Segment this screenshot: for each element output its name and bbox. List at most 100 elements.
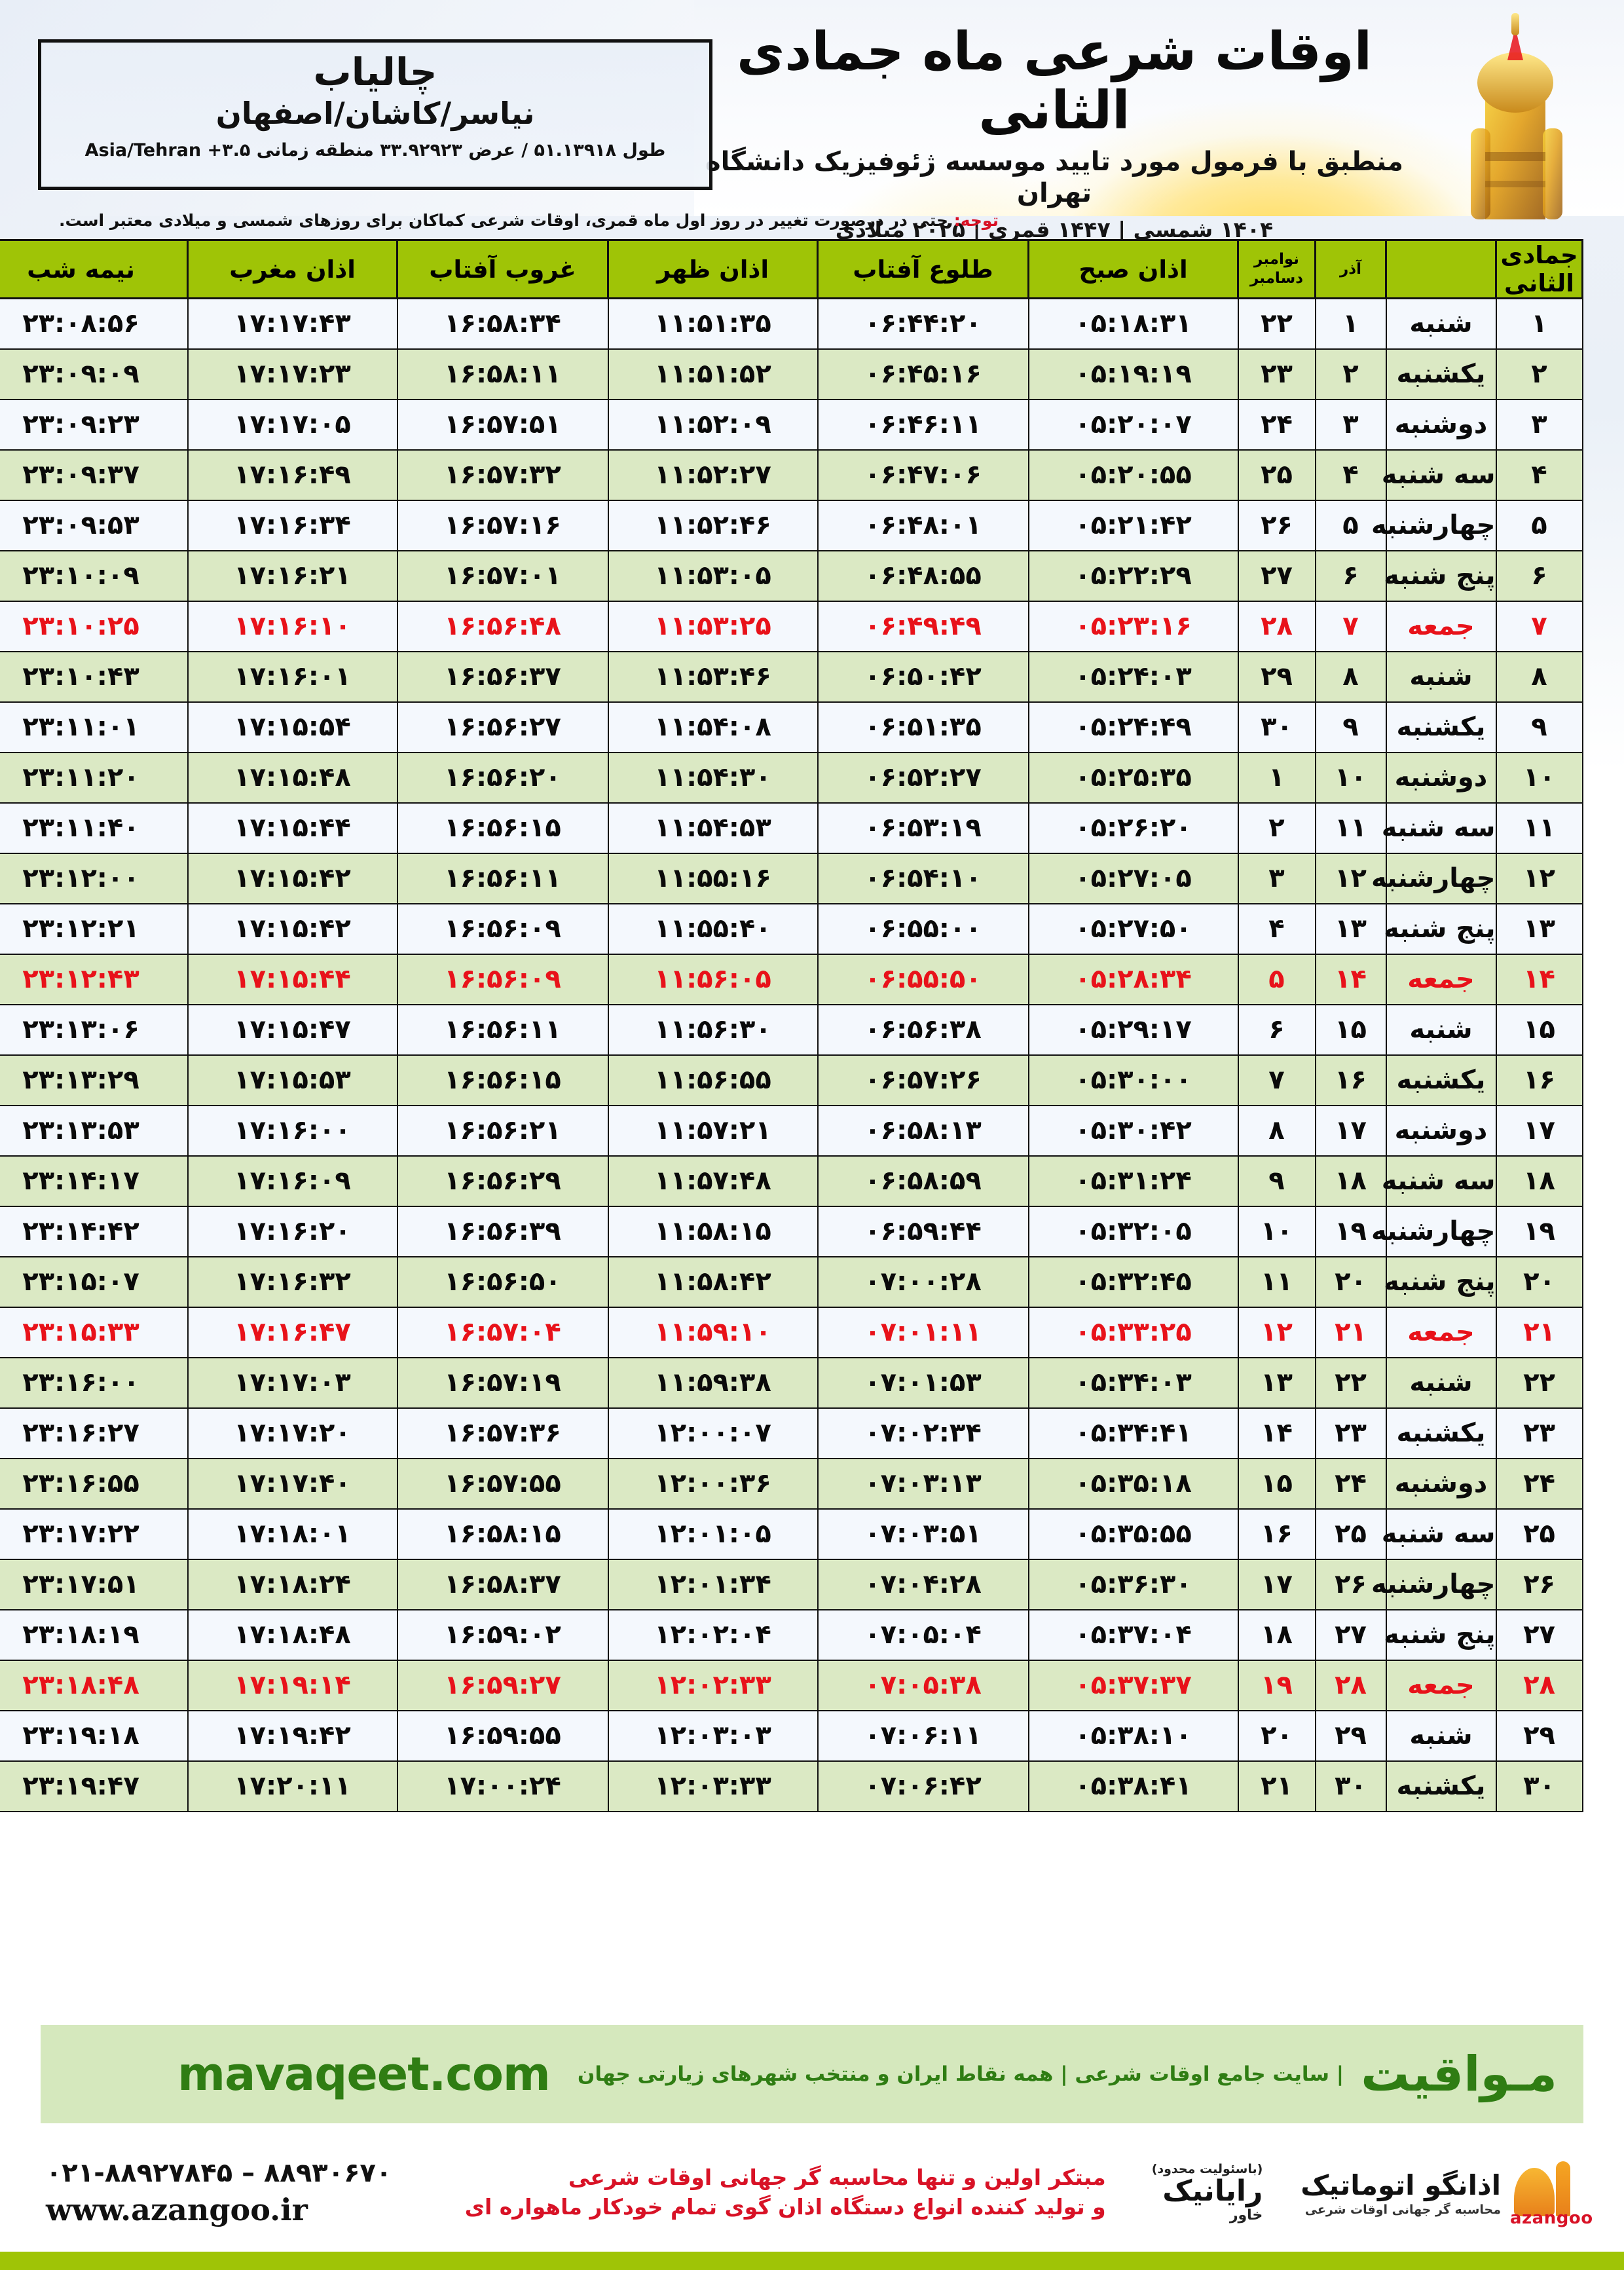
day-hijri: ۲۳ [1495,1407,1583,1459]
table-row: ۹ یکشنبه ۹ ۳۰ ۰۵:۲۴:۴۹ ۰۶:۵۱:۳۵ ۱۱:۵۴:۰۸ ۱۶:۵۶:… [0,701,1583,753]
table-row: ۲۰ پنج شنبه ۲۰ ۱۱ ۰۵:۳۲:۴۵ ۰۷:۰۰:۲۸ ۱۱:۵۸:۴۲ ۱۶… [0,1256,1583,1308]
day-gregorian: ۱۶ [1237,1508,1316,1560]
time-midnight: ۲۳:۱۳:۲۹ [0,1054,189,1106]
time-fajr: ۰۵:۳۳:۲۵ [1027,1306,1239,1358]
header-azar-label: آذر [1340,260,1361,278]
footer-phone[interactable]: ۰۲۱-۸۸۹۲۷۸۴۵ – ۸۸۹۳۰۶۷۰ [46,2158,392,2188]
time-sunset: ۱۶:۵۹:۰۲ [396,1609,609,1661]
day-azar: ۱۴ [1314,953,1387,1005]
day-gregorian: ۲۶ [1237,499,1316,551]
day-azar: ۸ [1314,650,1387,703]
time-midnight: ۲۳:۱۴:۱۷ [0,1155,189,1207]
time-dhuhr: ۱۲:۰۰:۰۷ [607,1407,819,1459]
time-midnight: ۲۳:۰۸:۵۶ [0,297,189,350]
time-dhuhr: ۱۱:۵۱:۳۵ [607,297,819,350]
table-row: ۸ شنبه ۸ ۲۹ ۰۵:۲۴:۰۳ ۰۶:۵۰:۴۲ ۱۱:۵۳:۴۶ ۱۶:۵۶:۳۷… [0,650,1583,703]
time-maghrib: ۱۷:۱۹:۱۴ [187,1659,398,1711]
time-sunset: ۱۶:۵۷:۳۶ [396,1407,609,1459]
time-maghrib: ۱۷:۱۶:۱۰ [187,600,398,652]
time-maghrib: ۱۷:۱۵:۴۴ [187,953,398,1005]
day-hijri: ۱۱ [1495,802,1583,854]
time-maghrib: ۱۷:۱۶:۲۱ [187,549,398,602]
time-sunrise: ۰۶:۵۴:۱۰ [817,852,1029,904]
time-dhuhr: ۱۱:۵۶:۵۵ [607,1054,819,1106]
time-sunrise: ۰۷:۰۶:۴۲ [817,1760,1029,1812]
day-azar: ۲۰ [1314,1256,1387,1308]
table-row: ۱۸ سه شنبه ۱۸ ۹ ۰۵:۳۱:۲۴ ۰۶:۵۸:۵۹ ۱۱:۵۷:۴۸ ۱۶:۵… [0,1155,1583,1207]
time-maghrib: ۱۷:۱۸:۰۱ [187,1508,398,1560]
day-azar: ۳ [1314,398,1387,451]
day-gregorian: ۲۷ [1237,549,1316,602]
day-gregorian: ۲۵ [1237,449,1316,501]
note-label: توجه: [953,211,999,230]
day-weekday: شنبه [1385,1356,1497,1409]
header-azar: آذر [1314,239,1387,299]
day-azar: ۲۴ [1314,1457,1387,1510]
time-sunset: ۱۶:۵۶:۱۵ [396,802,609,854]
time-fajr: ۰۵:۳۴:۴۱ [1027,1407,1239,1459]
azangoo-dome-icon: azangoo [1509,2159,1593,2228]
time-dhuhr: ۱۱:۵۱:۵۲ [607,348,819,400]
day-weekday: جمعه [1385,1306,1497,1358]
day-hijri: ۱۵ [1495,1003,1583,1056]
table-row: ۱۵ شنبه ۱۵ ۶ ۰۵:۲۹:۱۷ ۰۶:۵۶:۳۸ ۱۱:۵۶:۳۰ ۱۶:۵۶:۱… [0,1003,1583,1056]
time-midnight: ۲۳:۱۹:۴۷ [0,1760,189,1812]
day-hijri: ۷ [1495,600,1583,652]
day-azar: ۲۸ [1314,1659,1387,1711]
time-midnight: ۲۳:۰۹:۲۳ [0,398,189,451]
footer-website[interactable]: www.azangoo.ir [46,2192,308,2227]
day-weekday: شنبه [1385,650,1497,703]
day-weekday: دوشنبه [1385,1104,1497,1157]
location-coordinates: طول ۵۱.۱۳۹۱۸ / عرض ۳۳.۹۲۹۲۳ منطقه زمانی … [84,140,666,161]
table-row: ۲۴ دوشنبه ۲۴ ۱۵ ۰۵:۳۵:۱۸ ۰۷:۰۳:۱۳ ۱۲:۰۰:۳۶ ۱۶:۵… [0,1457,1583,1510]
time-maghrib: ۱۷:۱۶:۰۱ [187,650,398,703]
day-hijri: ۵ [1495,499,1583,551]
day-gregorian: ۲۴ [1237,398,1316,451]
time-maghrib: ۱۷:۱۵:۴۲ [187,902,398,955]
table-row: ۱۰ دوشنبه ۱۰ ۱ ۰۵:۲۵:۳۵ ۰۶:۵۲:۲۷ ۱۱:۵۴:۳۰ ۱۶:۵۶… [0,751,1583,804]
time-sunrise: ۰۷:۰۵:۰۴ [817,1609,1029,1661]
time-midnight: ۲۳:۱۸:۴۸ [0,1659,189,1711]
day-hijri: ۲۱ [1495,1306,1583,1358]
time-fajr: ۰۵:۲۰:۵۵ [1027,449,1239,501]
time-sunrise: ۰۶:۴۹:۴۹ [817,600,1029,652]
table-row: ۶ پنج شنبه ۶ ۲۷ ۰۵:۲۲:۲۹ ۰۶:۴۸:۵۵ ۱۱:۵۳:۰۵ ۱۶:۵… [0,549,1583,602]
day-gregorian: ۲۰ [1237,1709,1316,1762]
promo-tagline: | سایت جامع اوقات شرعی | همه نقاط ایران … [577,2062,1344,2086]
time-midnight: ۲۳:۰۹:۰۹ [0,348,189,400]
time-midnight: ۲۳:۱۲:۲۱ [0,902,189,955]
time-midnight: ۲۳:۱۰:۰۹ [0,549,189,602]
time-sunrise: ۰۶:۴۸:۵۵ [817,549,1029,602]
time-dhuhr: ۱۲:۰۰:۳۶ [607,1457,819,1510]
time-sunrise: ۰۶:۵۱:۳۵ [817,701,1029,753]
rayaneek-liability: (باسئولیت محدود) [1151,2162,1263,2177]
time-dhuhr: ۱۱:۵۹:۳۸ [607,1356,819,1409]
table-row: ۲۳ یکشنبه ۲۳ ۱۴ ۰۵:۳۴:۴۱ ۰۷:۰۲:۳۴ ۱۲:۰۰:۰۷ ۱۶:۵… [0,1407,1583,1459]
day-hijri: ۲۴ [1495,1457,1583,1510]
day-hijri: ۸ [1495,650,1583,703]
time-midnight: ۲۳:۱۳:۵۳ [0,1104,189,1157]
time-sunset: ۱۶:۵۶:۵۰ [396,1256,609,1308]
time-sunset: ۱۶:۵۶:۲۰ [396,751,609,804]
time-sunset: ۱۶:۵۶:۰۹ [396,953,609,1005]
table-row: ۱۱ سه شنبه ۱۱ ۲ ۰۵:۲۶:۲۰ ۰۶:۵۳:۱۹ ۱۱:۵۴:۵۳ ۱۶:۵… [0,802,1583,854]
time-midnight: ۲۳:۱۷:۵۱ [0,1558,189,1610]
time-midnight: ۲۳:۱۶:۵۵ [0,1457,189,1510]
time-sunset: ۱۶:۵۶:۳۷ [396,650,609,703]
time-fajr: ۰۵:۳۶:۳۰ [1027,1558,1239,1610]
table-row: ۱۹ چهارشنبه ۱۹ ۱۰ ۰۵:۳۲:۰۵ ۰۶:۵۹:۴۴ ۱۱:۵۸:۱۵ ۱۶… [0,1205,1583,1257]
time-fajr: ۰۵:۲۴:۴۹ [1027,701,1239,753]
day-gregorian: ۱۹ [1237,1659,1316,1711]
day-weekday: چهارشنبه [1371,499,1497,551]
time-fajr: ۰۵:۳۴:۰۳ [1027,1356,1239,1409]
time-midnight: ۲۳:۱۴:۴۲ [0,1205,189,1257]
day-weekday: سه شنبه [1382,1155,1497,1207]
promo-brand-en[interactable]: mavaqeet.com [177,2047,551,2101]
time-sunset: ۱۶:۵۷:۱۹ [396,1356,609,1409]
prayer-times-table: جمادی الثانی آذر نوامبر دسامبر اذان صبح … [0,239,1583,1812]
day-weekday: جمعه [1385,953,1497,1005]
table-row: ۲۵ سه شنبه ۲۵ ۱۶ ۰۵:۳۵:۵۵ ۰۷:۰۳:۵۱ ۱۲:۰۱:۰۵ ۱۶:… [0,1508,1583,1560]
footer-contact: ۰۲۱-۸۸۹۲۷۸۴۵ – ۸۸۹۳۰۶۷۰ www.azangoo.ir [46,2158,392,2227]
time-midnight: ۲۳:۱۲:۰۰ [0,852,189,904]
